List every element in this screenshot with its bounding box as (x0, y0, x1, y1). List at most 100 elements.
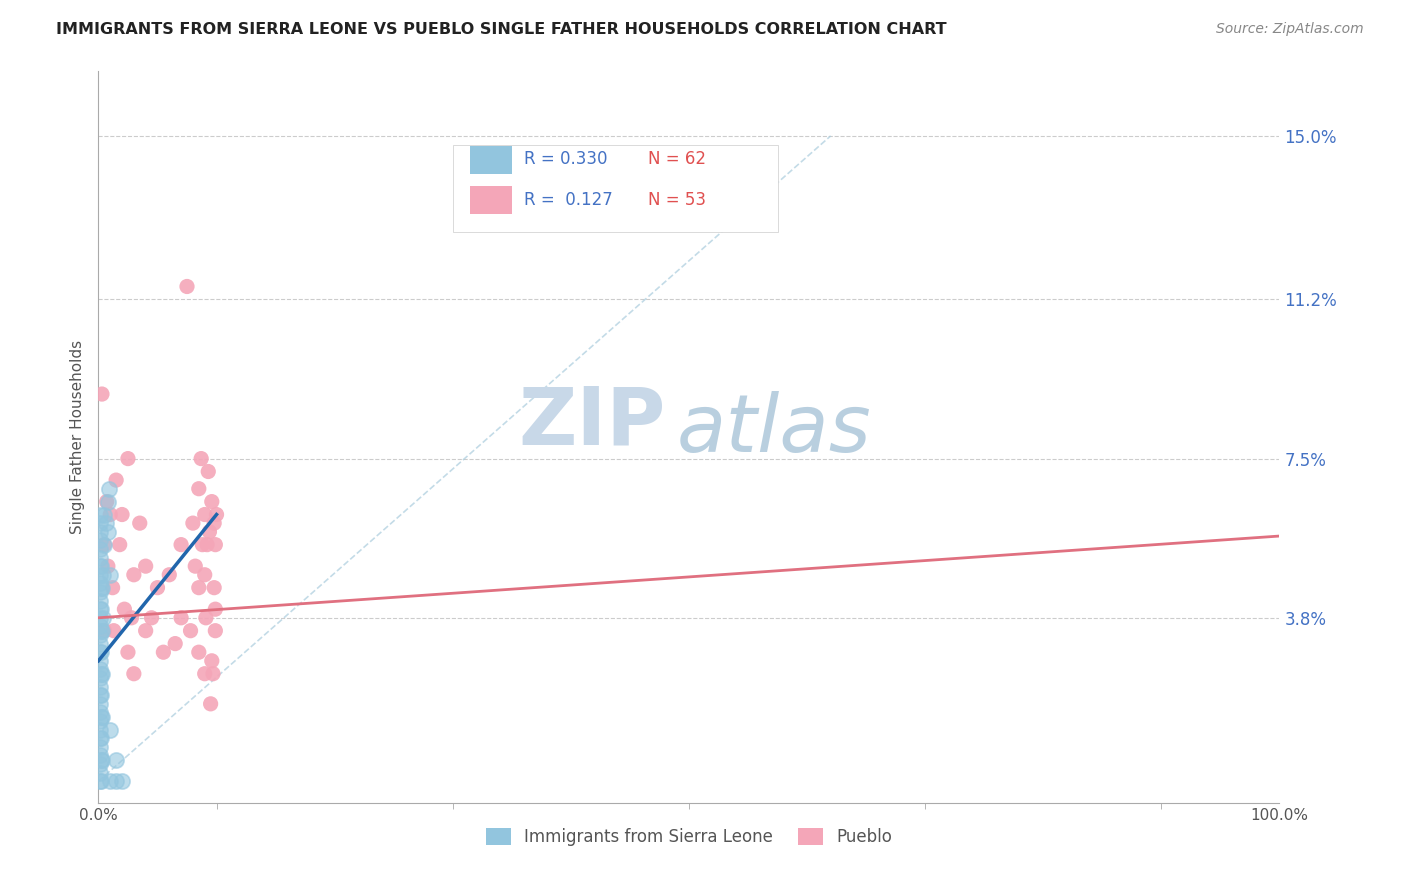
Pueblo (194, 567, 217, 582)
Pueblo (184, 559, 207, 574)
Pueblo (202, 516, 225, 530)
Immigrants from Sierra Leone (90, 710, 112, 724)
Pueblo (194, 666, 217, 681)
Pueblo (204, 624, 226, 638)
Pueblo (117, 645, 139, 659)
Immigrants from Sierra Leone (89, 774, 111, 789)
Pueblo (201, 654, 224, 668)
Pueblo (96, 494, 118, 508)
Pueblo (176, 279, 198, 293)
Text: R =  0.127: R = 0.127 (523, 191, 613, 209)
Immigrants from Sierra Leone (90, 645, 112, 659)
Pueblo (93, 538, 115, 552)
Pueblo (204, 602, 226, 616)
Pueblo (181, 516, 204, 530)
Pueblo (135, 624, 157, 638)
Pueblo (195, 538, 218, 552)
Pueblo (101, 581, 124, 595)
Immigrants from Sierra Leone (98, 723, 121, 737)
Pueblo (103, 624, 125, 638)
Immigrants from Sierra Leone (89, 645, 111, 659)
FancyBboxPatch shape (471, 186, 512, 214)
Immigrants from Sierra Leone (89, 593, 111, 607)
Immigrants from Sierra Leone (89, 697, 111, 711)
Pueblo (180, 624, 202, 638)
Pueblo (135, 559, 157, 574)
Immigrants from Sierra Leone (89, 680, 111, 694)
Immigrants from Sierra Leone (90, 666, 112, 681)
FancyBboxPatch shape (471, 146, 512, 174)
Immigrants from Sierra Leone (89, 748, 111, 763)
Text: R = 0.330: R = 0.330 (523, 150, 607, 168)
Immigrants from Sierra Leone (105, 774, 128, 789)
Immigrants from Sierra Leone (89, 714, 111, 728)
Pueblo (93, 624, 115, 638)
Pueblo (157, 567, 180, 582)
Immigrants from Sierra Leone (89, 524, 111, 539)
Immigrants from Sierra Leone (89, 731, 111, 746)
Immigrants from Sierra Leone (89, 541, 111, 556)
Immigrants from Sierra Leone (89, 671, 111, 685)
Immigrants from Sierra Leone (89, 723, 111, 737)
Text: IMMIGRANTS FROM SIERRA LEONE VS PUEBLO SINGLE FATHER HOUSEHOLDS CORRELATION CHAR: IMMIGRANTS FROM SIERRA LEONE VS PUEBLO S… (56, 22, 946, 37)
Pueblo (198, 524, 221, 539)
Immigrants from Sierra Leone (90, 624, 112, 638)
Immigrants from Sierra Leone (98, 567, 121, 582)
Immigrants from Sierra Leone (98, 482, 121, 496)
Pueblo (197, 465, 219, 479)
Immigrants from Sierra Leone (91, 611, 114, 625)
Text: atlas: atlas (678, 391, 872, 469)
Pueblo (146, 581, 169, 595)
Immigrants from Sierra Leone (89, 508, 111, 522)
Immigrants from Sierra Leone (89, 533, 111, 548)
Text: Source: ZipAtlas.com: Source: ZipAtlas.com (1216, 22, 1364, 37)
Immigrants from Sierra Leone (89, 559, 111, 574)
Immigrants from Sierra Leone (97, 524, 120, 539)
Immigrants from Sierra Leone (89, 765, 111, 780)
Pueblo (152, 645, 174, 659)
FancyBboxPatch shape (453, 145, 778, 232)
Pueblo (112, 602, 135, 616)
Pueblo (91, 387, 114, 401)
Pueblo (200, 697, 222, 711)
Immigrants from Sierra Leone (89, 611, 111, 625)
Pueblo (122, 567, 145, 582)
Pueblo (187, 581, 209, 595)
Immigrants from Sierra Leone (89, 662, 111, 676)
Immigrants from Sierra Leone (89, 739, 111, 754)
Text: ZIP: ZIP (517, 384, 665, 461)
Pueblo (194, 508, 217, 522)
Pueblo (105, 473, 128, 487)
Pueblo (201, 494, 224, 508)
Pueblo (202, 581, 225, 595)
Immigrants from Sierra Leone (90, 602, 112, 616)
Immigrants from Sierra Leone (89, 688, 111, 702)
Pueblo (170, 538, 193, 552)
Text: N = 53: N = 53 (648, 191, 706, 209)
Immigrants from Sierra Leone (93, 508, 115, 522)
Immigrants from Sierra Leone (91, 753, 114, 767)
Pueblo (122, 666, 145, 681)
Pueblo (170, 611, 193, 625)
Immigrants from Sierra Leone (94, 516, 117, 530)
Immigrants from Sierra Leone (89, 576, 111, 591)
Immigrants from Sierra Leone (90, 581, 112, 595)
Immigrants from Sierra Leone (90, 774, 112, 789)
Immigrants from Sierra Leone (89, 637, 111, 651)
Pueblo (187, 482, 209, 496)
Immigrants from Sierra Leone (111, 774, 134, 789)
Pueblo (201, 666, 224, 681)
Immigrants from Sierra Leone (91, 666, 114, 681)
Immigrants from Sierra Leone (93, 538, 115, 552)
Immigrants from Sierra Leone (105, 753, 128, 767)
Pueblo (141, 611, 163, 625)
Immigrants from Sierra Leone (89, 567, 111, 582)
Pueblo (121, 611, 143, 625)
Immigrants from Sierra Leone (89, 585, 111, 599)
Pueblo (97, 559, 120, 574)
Pueblo (191, 538, 214, 552)
Immigrants from Sierra Leone (89, 654, 111, 668)
Immigrants from Sierra Leone (89, 550, 111, 565)
Legend: Immigrants from Sierra Leone, Pueblo: Immigrants from Sierra Leone, Pueblo (479, 822, 898, 853)
Immigrants from Sierra Leone (89, 619, 111, 633)
